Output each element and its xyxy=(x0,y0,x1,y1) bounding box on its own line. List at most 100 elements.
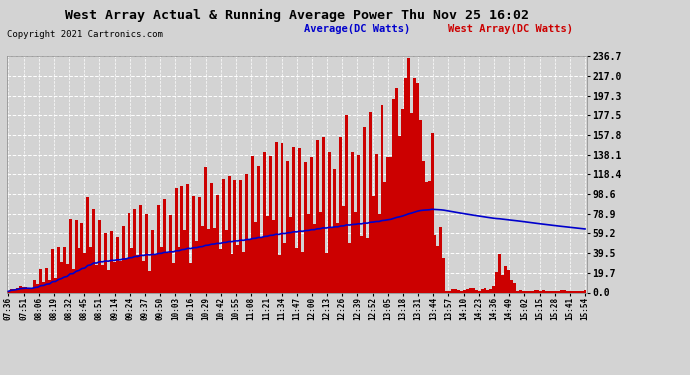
Bar xyxy=(495,272,498,292)
Bar xyxy=(151,230,154,292)
Bar xyxy=(540,291,542,292)
Bar xyxy=(189,262,193,292)
Bar xyxy=(86,197,89,292)
Bar xyxy=(331,228,333,292)
Bar xyxy=(328,152,331,292)
Bar xyxy=(169,215,172,292)
Bar xyxy=(107,270,110,292)
Bar xyxy=(431,134,433,292)
Bar xyxy=(21,287,25,292)
Bar xyxy=(477,291,480,292)
Bar xyxy=(557,291,560,292)
Bar xyxy=(257,166,260,292)
Bar xyxy=(225,230,228,292)
Bar xyxy=(522,291,524,292)
Bar xyxy=(51,249,54,292)
Bar xyxy=(372,196,375,292)
Bar xyxy=(580,291,584,292)
Bar xyxy=(386,156,389,292)
Bar xyxy=(395,88,398,292)
Bar xyxy=(572,291,575,292)
Bar xyxy=(454,289,457,292)
Bar xyxy=(322,137,325,292)
Bar xyxy=(466,289,469,292)
Bar xyxy=(248,239,251,292)
Text: West Array Actual & Running Average Power Thu Nov 25 16:02: West Array Actual & Running Average Powe… xyxy=(65,9,529,22)
Bar xyxy=(433,234,437,292)
Bar xyxy=(72,268,75,292)
Bar xyxy=(260,237,263,292)
Bar xyxy=(13,290,16,292)
Bar xyxy=(77,248,81,292)
Bar xyxy=(413,78,416,292)
Bar xyxy=(289,217,293,292)
Bar xyxy=(507,270,510,292)
Bar xyxy=(233,180,237,292)
Bar xyxy=(348,243,351,292)
Bar xyxy=(498,254,501,292)
Bar xyxy=(528,291,531,292)
Bar xyxy=(424,183,428,292)
Bar xyxy=(39,269,42,292)
Bar xyxy=(401,109,404,292)
Bar xyxy=(221,179,225,292)
Bar xyxy=(142,261,145,292)
Bar xyxy=(57,247,60,292)
Bar xyxy=(549,291,551,292)
Bar xyxy=(339,136,342,292)
Bar xyxy=(448,291,451,292)
Bar xyxy=(186,184,189,292)
Bar xyxy=(7,291,10,292)
Bar xyxy=(531,291,533,292)
Bar xyxy=(366,238,368,292)
Bar xyxy=(342,206,345,292)
Bar xyxy=(242,252,245,292)
Bar xyxy=(175,188,177,292)
Bar xyxy=(89,248,92,292)
Bar xyxy=(533,291,537,292)
Bar xyxy=(28,289,30,292)
Bar xyxy=(554,291,557,292)
Bar xyxy=(83,253,86,292)
Bar xyxy=(445,291,448,292)
Bar xyxy=(295,248,298,292)
Bar xyxy=(375,154,377,292)
Bar xyxy=(457,290,460,292)
Bar xyxy=(119,261,121,292)
Bar xyxy=(139,205,142,292)
Bar xyxy=(69,219,72,292)
Bar xyxy=(104,232,107,292)
Bar xyxy=(128,213,130,292)
Bar xyxy=(551,291,554,292)
Bar xyxy=(484,288,486,292)
Bar xyxy=(75,220,77,292)
Bar xyxy=(537,290,540,292)
Bar xyxy=(113,261,116,292)
Bar xyxy=(204,167,207,292)
Bar xyxy=(566,291,569,292)
Bar xyxy=(463,290,466,292)
Bar xyxy=(33,280,37,292)
Bar xyxy=(263,153,266,292)
Bar xyxy=(92,209,95,292)
Bar xyxy=(95,265,98,292)
Bar xyxy=(184,230,186,292)
Bar xyxy=(419,120,422,292)
Bar xyxy=(345,115,348,292)
Bar xyxy=(486,290,489,292)
Bar xyxy=(272,219,275,292)
Bar xyxy=(493,286,495,292)
Bar xyxy=(301,252,304,292)
Bar xyxy=(489,289,493,292)
Bar xyxy=(66,264,69,292)
Bar xyxy=(451,290,454,292)
Bar xyxy=(133,209,137,292)
Bar xyxy=(207,229,210,292)
Bar xyxy=(475,290,477,292)
Bar xyxy=(472,288,475,292)
Bar xyxy=(54,278,57,292)
Bar xyxy=(137,255,139,292)
Bar xyxy=(313,224,316,292)
Bar xyxy=(251,156,254,292)
Bar xyxy=(569,291,572,292)
